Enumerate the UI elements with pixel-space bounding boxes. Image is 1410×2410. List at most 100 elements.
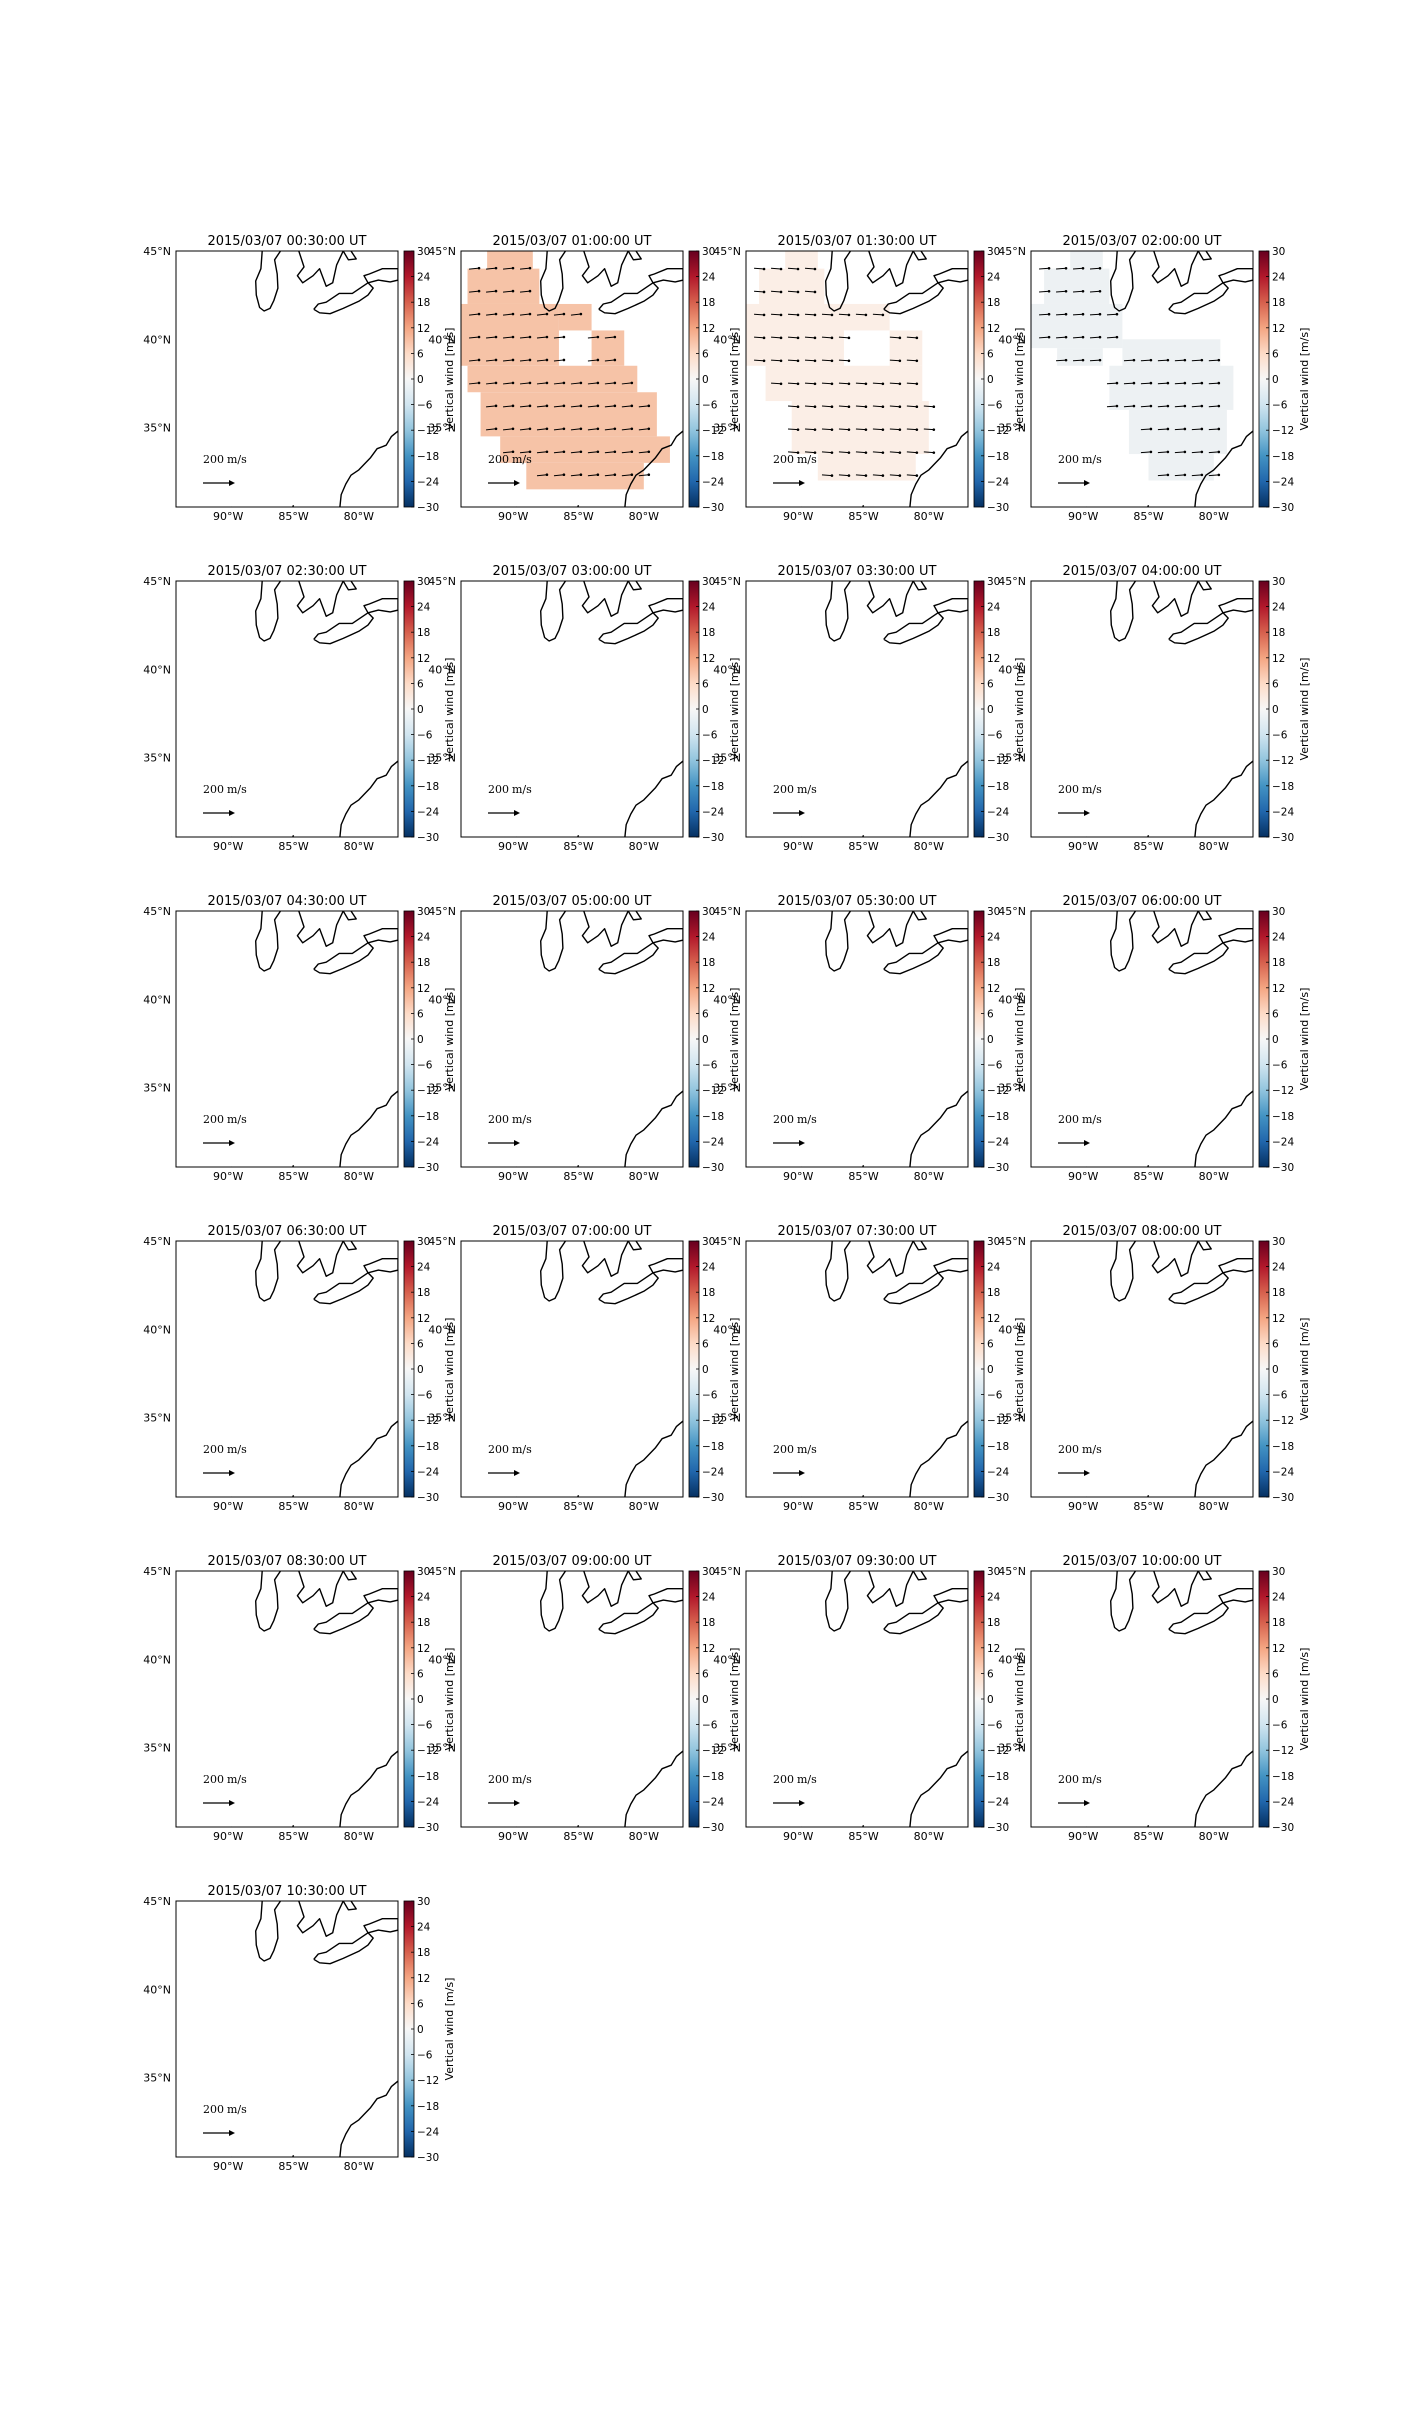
colorbar-label: Vertical wind [m/s] <box>1298 1648 1311 1751</box>
lat-tick-label: 45°N <box>428 575 456 588</box>
colorbar-tick-label: 18 <box>987 297 1000 309</box>
colorbar-tick-label: −6 <box>987 1720 1003 1732</box>
coastline <box>912 251 927 261</box>
colorbar-tick-label: 12 <box>987 1313 1000 1325</box>
wind-vector <box>604 358 617 362</box>
coastline <box>648 598 683 614</box>
field-cell <box>467 365 638 393</box>
lat-tick-label: 40°N <box>428 663 456 676</box>
map-frame <box>460 910 684 1168</box>
lat-tick-label: 45°N <box>713 1235 741 1248</box>
colorbar-tick-label: 30 <box>1272 1566 1285 1578</box>
lat-tick-label: 45°N <box>998 1235 1026 1248</box>
colorbar-tick-label: 6 <box>417 1338 424 1350</box>
map-frame <box>460 1240 684 1498</box>
coastline <box>866 251 914 287</box>
colorbar-tick-label: −6 <box>417 1060 433 1072</box>
wind-vector <box>838 428 851 431</box>
colorbar: 30 24 18 12 6 0 −6 −12 −18 −24 −30 Vertical wind [m… <box>973 576 1026 844</box>
coastline <box>624 1750 683 1827</box>
wind-vector <box>621 404 634 408</box>
colorbar-label: Vertical wind [m/s] <box>728 1648 741 1751</box>
colorbar-tick-label: −6 <box>1272 1060 1288 1072</box>
quiver-key: 200 m/s <box>203 1773 247 1806</box>
coastline <box>933 1588 968 1604</box>
colorbar-tick-label: −12 <box>417 755 439 767</box>
lat-tick-label: 45°N <box>713 575 741 588</box>
coastline <box>342 911 357 921</box>
colorbar-tick-label: 24 <box>702 1262 716 1274</box>
colorbar-tick-label: −24 <box>417 806 439 818</box>
field-cell <box>526 462 644 490</box>
colorbar-tick-label: −6 <box>702 1720 718 1732</box>
wind-vector <box>604 427 617 431</box>
wind-vector <box>1089 312 1102 316</box>
colorbar-tick-label: −30 <box>417 2152 439 2164</box>
colorbar-tick-label: 30 <box>987 576 1000 588</box>
colorbar-tick-label: −18 <box>1272 451 1294 463</box>
colorbar-tick-label: −12 <box>702 755 724 767</box>
map-frame <box>1030 250 1254 508</box>
wind-vector <box>923 451 936 454</box>
colorbar-tick-label: 30 <box>702 1566 715 1578</box>
coastline <box>648 1258 683 1274</box>
wind-vector <box>486 266 498 270</box>
wind-vector <box>604 450 617 454</box>
lat-tick-label: 35°N <box>143 1742 171 1755</box>
wind-vector <box>638 404 651 408</box>
map-frame <box>175 1900 399 2158</box>
coastline <box>1110 581 1137 642</box>
quiver-key-arrowhead <box>229 1140 235 1146</box>
colorbar-tick-label: 6 <box>417 1998 424 2010</box>
lat-tick-label: 45°N <box>713 1565 741 1578</box>
coastline <box>255 251 282 312</box>
wind-vector <box>838 313 851 317</box>
coastline <box>866 911 914 947</box>
colorbar-tick-label: −24 <box>417 1796 439 1808</box>
field-cell <box>467 268 540 304</box>
wind-vector <box>536 312 549 316</box>
wind-vector <box>553 404 566 408</box>
lon-tick-label: 85°W <box>1133 1500 1163 1513</box>
lon-tick-label: 90°W <box>498 1500 528 1513</box>
wind-vector <box>469 381 481 385</box>
quiver-key-label: 200 <box>488 1773 509 1786</box>
colorbar-tick-label: −18 <box>417 1111 439 1123</box>
colorbar-tick-label: −24 <box>987 806 1009 818</box>
wind-vector <box>638 427 651 431</box>
colorbar-tick-label: −24 <box>702 476 724 488</box>
coastline <box>627 911 642 921</box>
lon-tick-label: 90°W <box>1068 840 1098 853</box>
wind-vector <box>570 427 583 431</box>
colorbar-tick-label: −18 <box>417 1441 439 1453</box>
wind-vector <box>502 312 515 316</box>
lon-tick-label: 90°W <box>213 1830 243 1843</box>
colorbar-tick-label: 0 <box>702 374 709 386</box>
wind-vector <box>553 358 566 362</box>
colorbar-tick-label: −30 <box>702 1492 724 1504</box>
quiver-key-arrowhead <box>799 810 805 816</box>
colorbar-tick-label: 6 <box>987 678 994 690</box>
colorbar-tick-label: −18 <box>987 781 1009 793</box>
colorbar-tick-label: −12 <box>702 1415 724 1427</box>
wind-vector <box>536 335 549 339</box>
quiver-key-arrowhead <box>514 1800 520 1806</box>
map-panel: 2015/03/07 01:00:00 UT 200 m/s 45°N 40°N 35°N… <box>428 234 741 523</box>
wind-vector <box>1056 335 1068 339</box>
wind-vector <box>1174 473 1187 477</box>
map-content <box>1085 1241 1253 1497</box>
colorbar-tick-label: 6 <box>1272 678 1279 690</box>
quiver-key-label: 200 <box>488 453 509 466</box>
colorbar-tick-label: 0 <box>417 374 424 386</box>
colorbar-label: Vertical wind [m/s] <box>1298 1318 1311 1421</box>
map-panel: 2015/03/07 10:30:00 UT 200 m/s 45°N 40°N 35°N… <box>143 1884 456 2173</box>
wind-vector <box>570 404 583 408</box>
colorbar: 30 24 18 12 6 0 −6 −12 −18 −24 −30 Vertical wind [m… <box>1258 576 1311 844</box>
wind-vector <box>553 450 566 454</box>
colorbar-tick-label: −18 <box>1272 1771 1294 1783</box>
field-cell <box>461 303 559 366</box>
coastline <box>313 942 374 975</box>
wind-vector <box>553 381 566 385</box>
wind-vector <box>638 473 651 477</box>
map-content <box>230 911 398 1167</box>
